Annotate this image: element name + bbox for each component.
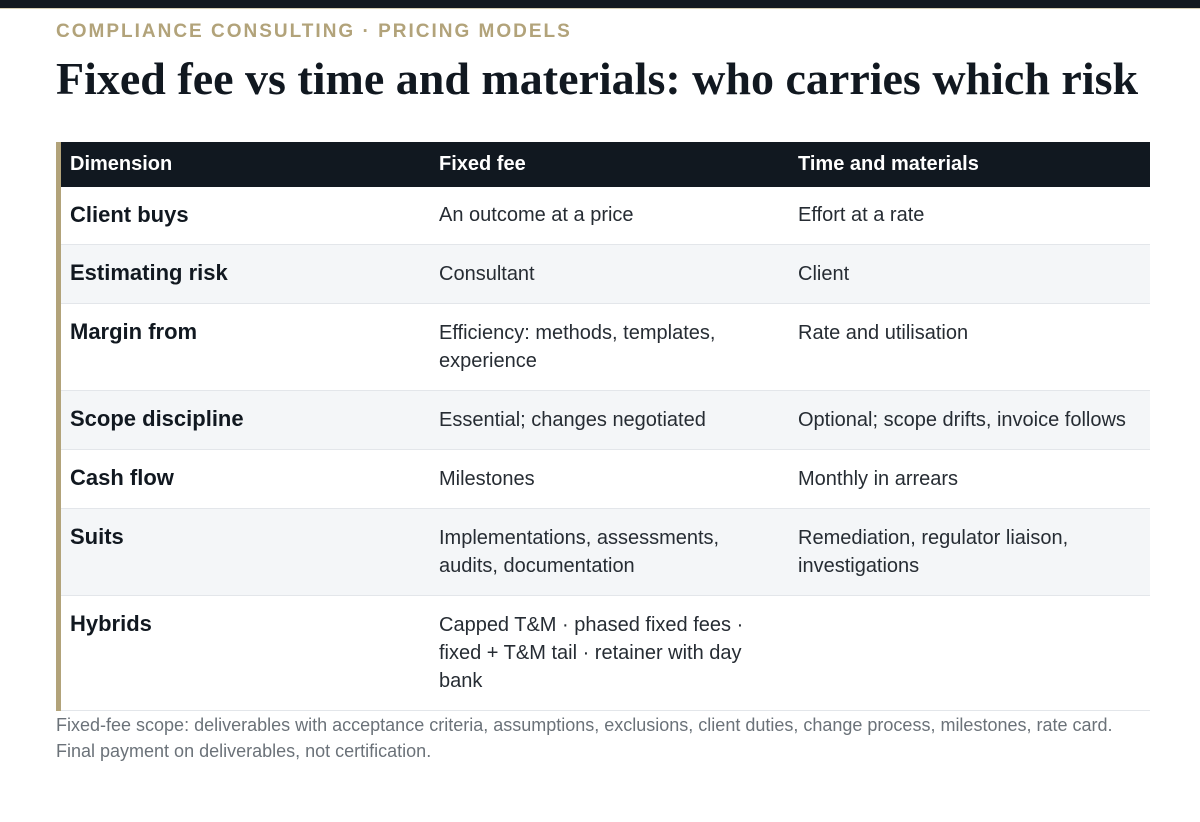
row-dimension: Hybrids [61, 595, 430, 711]
table-row: Hybrids Capped T&M · phased fixed fees ·… [61, 595, 1150, 711]
row-fixed-fee: Milestones [430, 449, 789, 509]
table-row: Cash flow Milestones Monthly in arrears [61, 449, 1150, 509]
row-dimension: Margin from [61, 303, 430, 391]
table-header: Dimension Fixed fee Time and materials [61, 142, 1150, 187]
row-time-and-materials: Rate and utilisation [789, 303, 1150, 391]
table-header-row: Dimension Fixed fee Time and materials [61, 142, 1150, 187]
row-dimension: Scope discipline [61, 390, 430, 450]
comparison-table: Dimension Fixed fee Time and materials C… [61, 142, 1150, 711]
table-body: Client buys An outcome at a price Effort… [61, 187, 1150, 711]
table-row: Scope discipline Essential; changes nego… [61, 390, 1150, 450]
row-dimension: Suits [61, 508, 430, 596]
table-row: Suits Implementations, assessments, audi… [61, 508, 1150, 596]
row-fixed-fee: Implementations, assessments, audits, do… [430, 508, 789, 596]
page-title: Fixed fee vs time and materials: who car… [56, 53, 1139, 104]
row-fixed-fee: An outcome at a price [430, 187, 789, 245]
row-dimension: Client buys [61, 187, 430, 245]
row-time-and-materials: Client [789, 244, 1150, 304]
column-header-dimension: Dimension [70, 153, 173, 175]
table-row: Estimating risk Consultant Client [61, 244, 1150, 304]
section-kicker: COMPLIANCE CONSULTING · PRICING MODELS [56, 21, 572, 42]
row-fixed-fee: Essential; changes negotiated [430, 390, 789, 450]
row-time-and-materials: Remediation, regulator liaison, investig… [789, 508, 1150, 596]
comparison-table-container: Dimension Fixed fee Time and materials C… [56, 142, 1150, 711]
row-time-and-materials: Monthly in arrears [789, 449, 1150, 509]
table-row: Client buys An outcome at a price Effort… [61, 187, 1150, 245]
row-time-and-materials: Optional; scope drifts, invoice follows [789, 390, 1150, 450]
row-fixed-fee: Capped T&M · phased fixed fees · fixed +… [430, 595, 789, 711]
row-fixed-fee: Efficiency: methods, templates, experien… [430, 303, 789, 391]
column-header-fixed-fee: Fixed fee [439, 153, 526, 175]
column-header-time-and-materials: Time and materials [798, 153, 979, 175]
top-rule [0, 0, 1200, 9]
row-dimension: Cash flow [61, 449, 430, 509]
row-time-and-materials: Effort at a rate [789, 187, 1150, 245]
row-time-and-materials [789, 595, 1150, 711]
row-dimension: Estimating risk [61, 244, 430, 304]
table-row: Margin from Efficiency: methods, templat… [61, 303, 1150, 391]
footnote: Fixed-fee scope: deliverables with accep… [56, 715, 1113, 761]
row-fixed-fee: Consultant [430, 244, 789, 304]
